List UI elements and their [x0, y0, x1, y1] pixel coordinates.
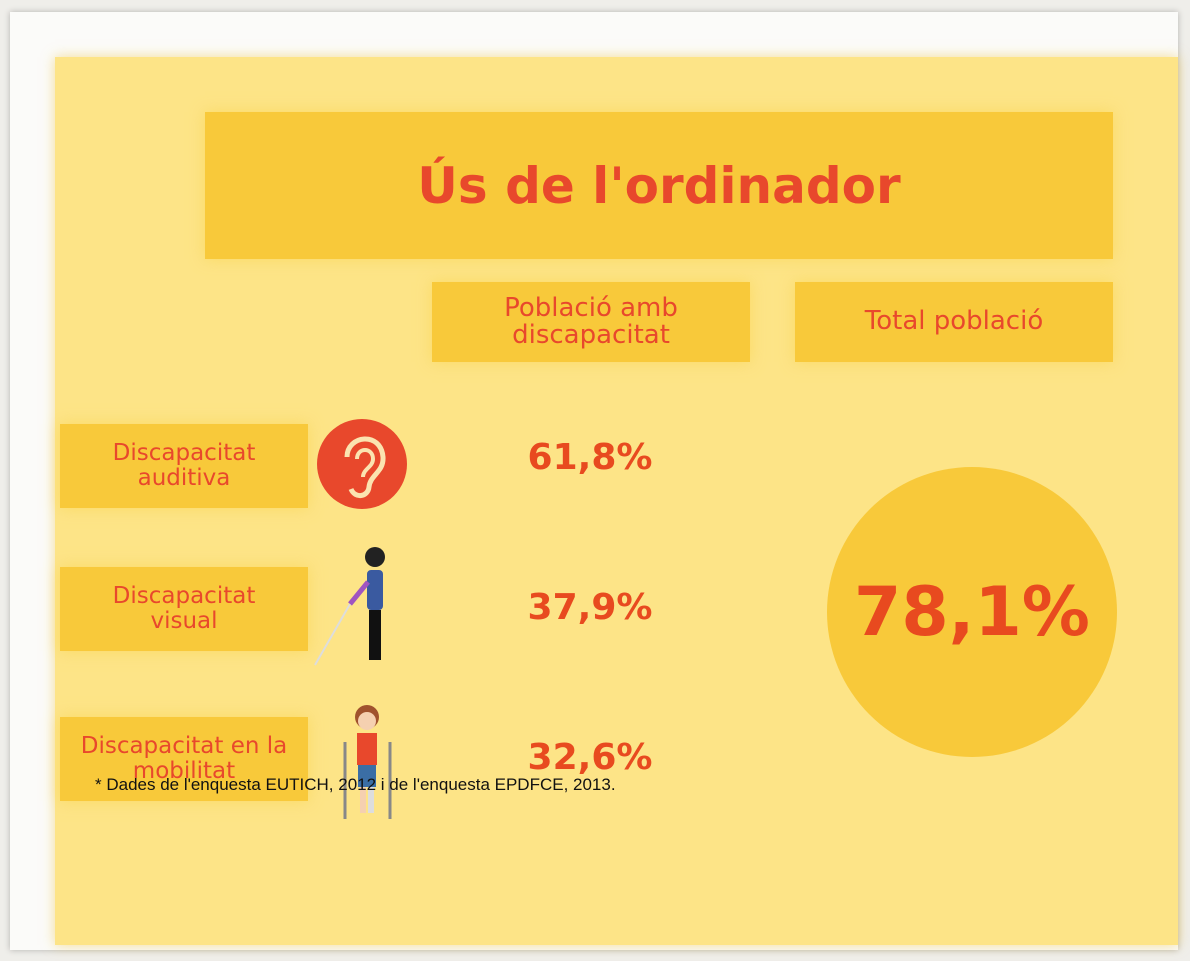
ear-icon [315, 417, 410, 512]
title: Ús de l'ordinador [205, 112, 1113, 259]
row-value: 61,8% [495, 437, 685, 478]
paper: Ús de l'ordinador Població amb discapaci… [10, 12, 1178, 950]
row-label: Discapacitat visual [60, 567, 308, 651]
column-header: Total població [795, 282, 1113, 362]
footnote: * Dades de l'enquesta EUTICH, 2012 i de … [95, 775, 616, 795]
row-value: 37,9% [495, 587, 685, 628]
visual-person-icon [310, 542, 400, 672]
total-circle: 78,1% [827, 467, 1117, 757]
mobility-person-icon [330, 697, 405, 822]
row-label: Discapacitat auditiva [60, 424, 308, 508]
column-header: Població amb discapacitat [432, 282, 750, 362]
infographic-panel: Ús de l'ordinador Població amb discapaci… [55, 57, 1178, 945]
page: Ús de l'ordinador Població amb discapaci… [0, 0, 1190, 961]
total-value: 78,1% [854, 573, 1090, 652]
row-value: 32,6% [495, 737, 685, 778]
